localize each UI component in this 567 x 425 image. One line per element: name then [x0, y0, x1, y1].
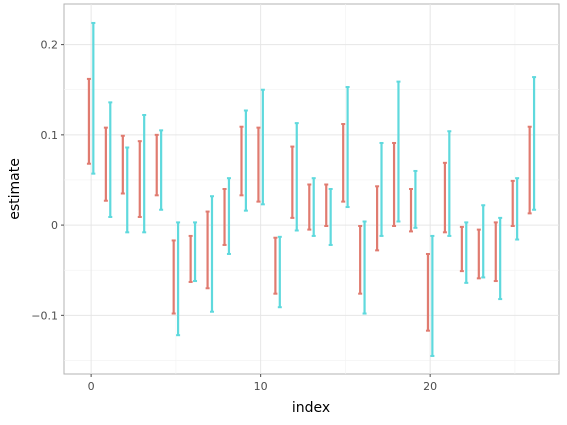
error-bar [493, 221, 498, 283]
error-bar [294, 122, 299, 232]
error-bar [125, 146, 130, 234]
error-bar [154, 133, 159, 197]
error-bar [171, 239, 176, 315]
grid [64, 4, 559, 374]
error-bar [375, 185, 380, 252]
error-bar [256, 126, 261, 203]
error-bar [379, 141, 384, 237]
error-bar [159, 129, 164, 211]
error-bar [290, 145, 295, 219]
y-tick-label: 0.1 [41, 129, 59, 142]
y-tick-label: −0.1 [31, 309, 58, 322]
error-bar [532, 76, 537, 211]
error-bar [311, 177, 316, 237]
error-bar [142, 114, 147, 234]
error-bar [273, 236, 278, 295]
axis-ticks: 0 10 20 −0.1 0 0.1 0.2 [31, 39, 437, 393]
error-bar [193, 221, 198, 283]
error-bar [226, 177, 231, 255]
error-bar [328, 188, 333, 246]
y-axis-title: estimate [7, 158, 23, 220]
error-bar [425, 252, 430, 332]
error-bar [430, 234, 435, 357]
error-bar [222, 188, 227, 246]
error-bar [86, 77, 91, 165]
error-bar [243, 109, 248, 212]
error-bar [209, 195, 214, 313]
error-bar [510, 179, 515, 227]
error-bar [481, 204, 486, 279]
y-tick-label: 0 [51, 219, 58, 232]
error-bar [459, 225, 464, 273]
x-tick-label: 20 [423, 380, 437, 393]
error-bar [341, 123, 346, 203]
error-bar [498, 216, 503, 301]
error-bar [409, 188, 414, 233]
error-bar [120, 134, 125, 195]
error-bar [260, 88, 265, 206]
error-bar [239, 125, 244, 197]
x-tick-label: 0 [88, 380, 95, 393]
error-bar [345, 86, 350, 209]
error-bar [358, 225, 363, 295]
error-bar [277, 235, 282, 309]
error-bar [396, 80, 401, 223]
error-bar [108, 101, 113, 218]
x-tick-label: 10 [254, 380, 268, 393]
error-bar [464, 221, 469, 284]
error-bar [176, 221, 181, 337]
error-bar [324, 183, 329, 227]
error-bar [205, 210, 210, 290]
y-tick-label: 0.2 [41, 39, 59, 52]
error-bar [91, 21, 96, 175]
error-bar [442, 161, 447, 234]
error-bars [86, 21, 537, 357]
plot-panel [63, 3, 560, 375]
error-bar [447, 130, 452, 237]
error-bar [307, 183, 312, 231]
error-bar [188, 234, 193, 283]
error-bar [527, 125, 532, 215]
error-bar [413, 169, 418, 229]
error-bar [392, 141, 397, 227]
error-bar [362, 220, 367, 315]
error-bar [515, 177, 520, 241]
error-bar [137, 140, 142, 218]
error-bar [103, 126, 108, 202]
x-axis-title: index [292, 400, 330, 416]
error-bar [476, 228, 481, 280]
